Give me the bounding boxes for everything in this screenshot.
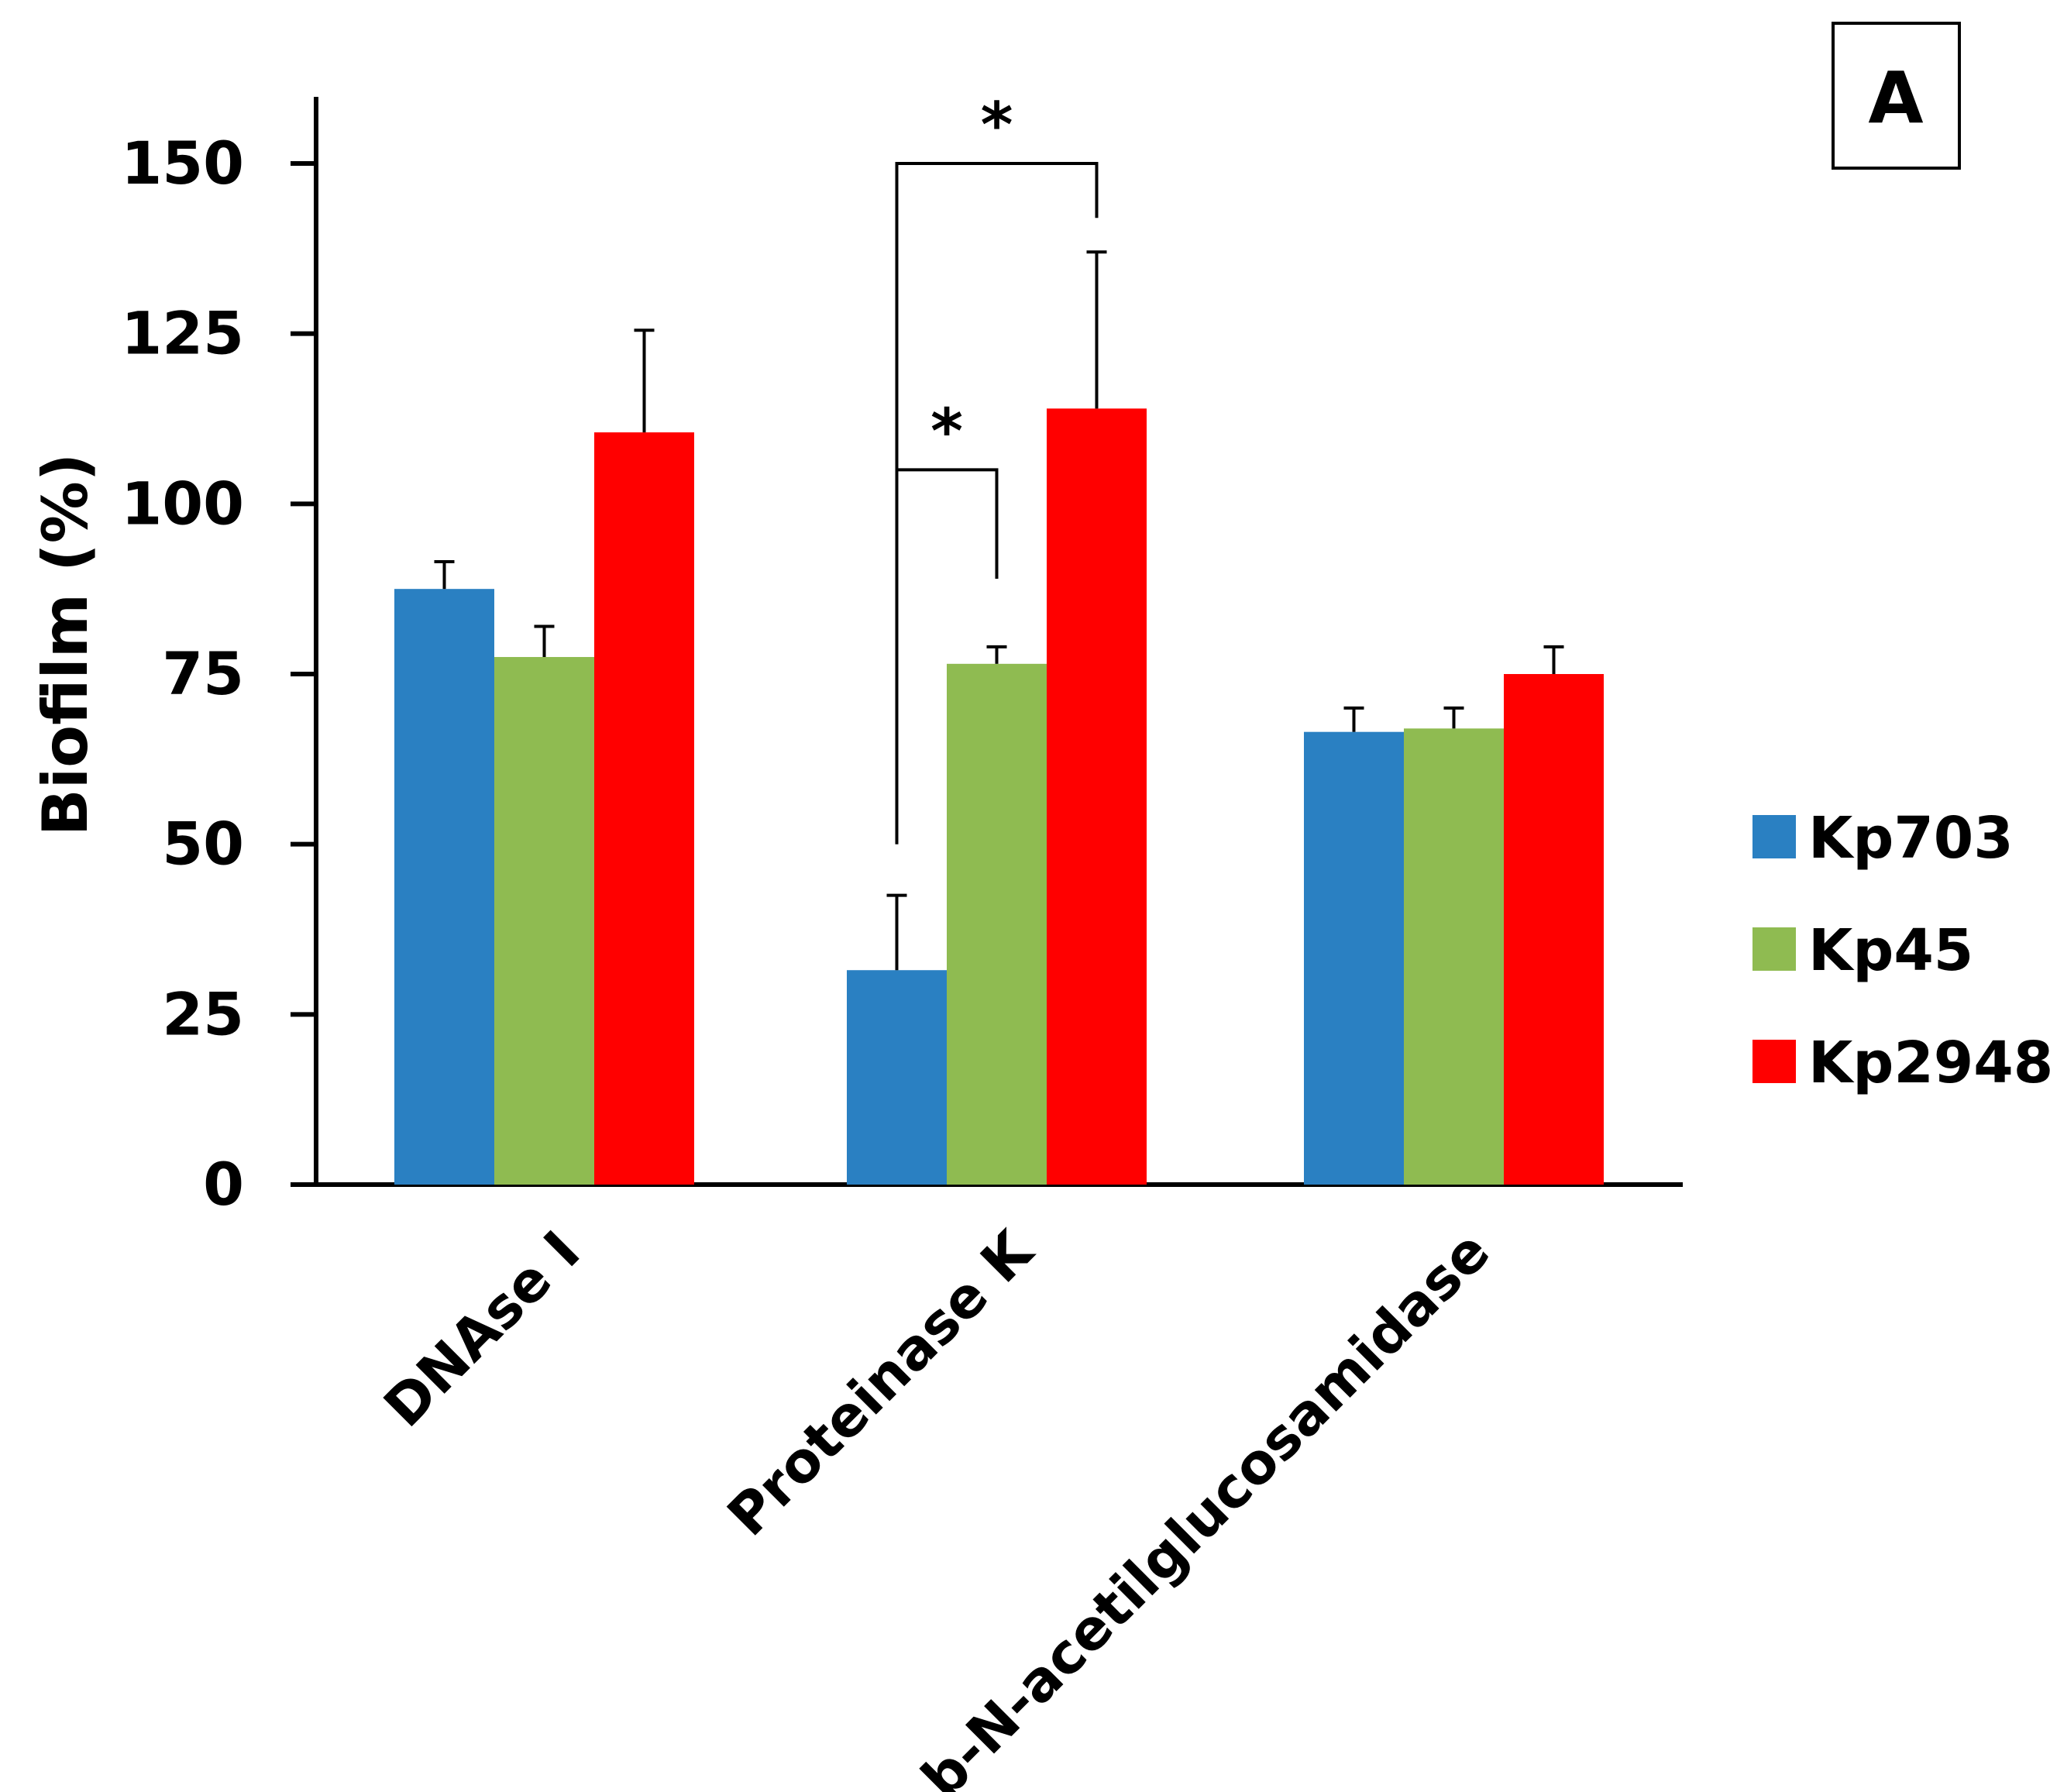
legend: Kp703 Kp45 Kp2948 xyxy=(1752,805,2050,1096)
panel-label-box: A xyxy=(1832,22,1961,170)
y-tick-label-125: 125 xyxy=(121,299,244,368)
y-tick-label-0: 0 xyxy=(203,1150,244,1219)
error-bar-kp703-dnase-i xyxy=(434,560,455,590)
error-bar-kp703-proteinase-k xyxy=(886,893,907,971)
legend-item-kp2948: Kp2948 xyxy=(1752,1030,2050,1096)
significance-bracket-2: * xyxy=(895,395,999,844)
error-bar-kp703-b-n-acetilglucosamidase xyxy=(1343,706,1364,732)
legend-swatch-kp703 xyxy=(1752,815,1796,858)
y-tick-label-150: 150 xyxy=(121,129,244,198)
legend-label-kp45: Kp45 xyxy=(1808,917,1973,984)
x-tick-label-dnase-i: DNAse I xyxy=(371,1219,592,1439)
y-tick-label-25: 25 xyxy=(162,979,244,1048)
legend-swatch-kp45 xyxy=(1752,927,1796,971)
error-bar-kp2948-dnase-i xyxy=(634,328,655,433)
bar-kp2948-dnase-i xyxy=(594,432,694,1185)
bar-kp703-dnase-i xyxy=(394,589,494,1185)
legend-item-kp703: Kp703 xyxy=(1752,805,2014,872)
error-bar-kp2948-b-n-acetilglucosamidase xyxy=(1543,645,1564,674)
error-bar-kp45-proteinase-k xyxy=(986,645,1007,664)
significance-star-2: * xyxy=(930,395,963,467)
y-tick-label-75: 75 xyxy=(162,639,244,708)
y-axis-label: Biofilm (%) xyxy=(29,453,101,837)
bar-kp45-b-n-acetilglucosamidase xyxy=(1404,728,1504,1185)
bar-kp45-proteinase-k xyxy=(947,663,1047,1185)
significance-star-1: * xyxy=(981,89,1013,161)
legend-swatch-kp2948 xyxy=(1752,1040,1796,1083)
bar-kp703-b-n-acetilglucosamidase xyxy=(1304,731,1404,1185)
legend-item-kp45: Kp45 xyxy=(1752,917,1973,984)
y-tick-label-50: 50 xyxy=(162,810,244,879)
y-tick-label-100: 100 xyxy=(121,469,244,538)
error-bar-kp2948-proteinase-k xyxy=(1086,250,1107,409)
bars xyxy=(394,408,1604,1185)
x-tick-label-proteinase-k: Proteinase K xyxy=(715,1217,1046,1548)
legend-label-kp2948: Kp2948 xyxy=(1808,1030,2050,1096)
panel-label: A xyxy=(1868,57,1923,139)
bar-kp2948-proteinase-k xyxy=(1047,408,1147,1185)
legend-label-kp703: Kp703 xyxy=(1808,805,2014,872)
error-bars xyxy=(434,250,1564,971)
error-bar-kp45-dnase-i xyxy=(534,624,555,658)
significance-annotations: ** xyxy=(895,89,1099,844)
bar-kp703-proteinase-k xyxy=(847,970,947,1185)
bar-kp2948-b-n-acetilglucosamidase xyxy=(1504,674,1604,1185)
error-bar-kp45-b-n-acetilglucosamidase xyxy=(1443,706,1464,729)
bar-kp45-dnase-i xyxy=(494,657,594,1185)
